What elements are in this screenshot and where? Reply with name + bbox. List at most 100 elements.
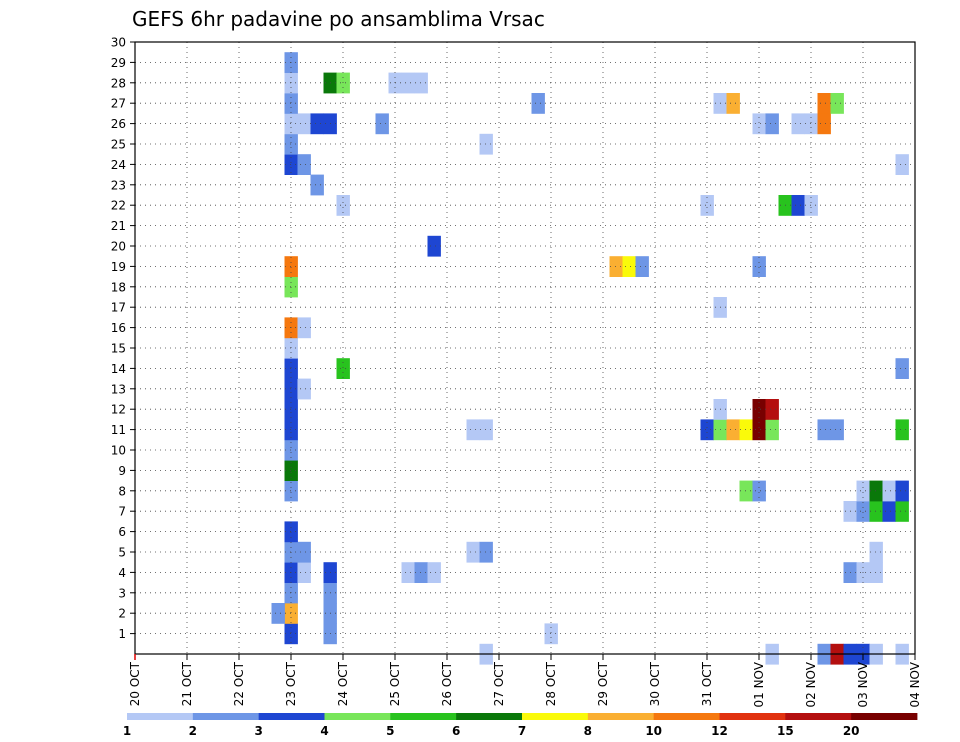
y-tick-label: 15	[111, 342, 126, 356]
data-cell	[401, 72, 415, 94]
data-cell	[804, 113, 818, 135]
data-cell	[297, 541, 311, 563]
data-cell	[791, 113, 805, 135]
y-tick-label: 24	[111, 158, 126, 172]
colorbar-label: 3	[254, 724, 262, 738]
x-tick-label: 31 OCT	[700, 661, 714, 706]
data-cell	[895, 358, 909, 379]
data-cell	[466, 419, 480, 441]
data-cell	[284, 419, 298, 441]
x-tick-label: 04 NOV	[908, 661, 922, 707]
y-tick-label: 10	[111, 444, 126, 458]
data-cell	[765, 113, 779, 135]
colorbar-label: 20	[843, 724, 860, 738]
data-cell	[284, 337, 298, 359]
y-tick-label: 22	[111, 199, 126, 213]
data-cell	[609, 256, 623, 277]
y-tick-label: 20	[111, 240, 126, 254]
data-cell	[622, 256, 636, 277]
x-tick-label: 01 NOV	[752, 661, 766, 707]
data-cell	[882, 480, 896, 502]
data-cell	[895, 501, 909, 522]
colorbar-label: 8	[584, 724, 592, 738]
y-tick-label: 11	[111, 423, 126, 437]
data-cell	[479, 133, 493, 155]
data-cell	[336, 358, 350, 379]
data-cell	[895, 154, 909, 175]
data-cell	[752, 480, 766, 502]
colorbar-label: 12	[711, 724, 728, 738]
x-axis: 20 OCT 21 OCT 22 OCT 23 OCT 24 OCT 25 OCT 26 O…	[128, 654, 922, 708]
data-cell	[284, 399, 298, 420]
data-cell	[791, 195, 805, 216]
data-cell	[752, 419, 766, 441]
data-cell	[297, 378, 311, 400]
y-tick-label: 27	[111, 97, 126, 111]
colorbar-swatch	[258, 713, 325, 720]
data-cell	[739, 480, 753, 502]
data-cell	[752, 256, 766, 277]
y-tick-label: 12	[111, 403, 126, 417]
data-cell	[752, 399, 766, 420]
data-cell	[284, 154, 298, 175]
data-cell	[830, 93, 844, 114]
colorbar-swatch	[587, 713, 655, 720]
x-tick-label: 02 NOV	[804, 661, 818, 707]
data-cell	[466, 541, 480, 563]
data-cell	[284, 603, 298, 624]
y-tick-label: 1	[118, 627, 126, 641]
y-tick-label: 9	[118, 464, 126, 478]
x-tick-label: 22 OCT	[232, 661, 246, 706]
data-cell	[271, 603, 285, 624]
data-cell	[284, 623, 298, 645]
x-tick-label: 25 OCT	[388, 661, 402, 706]
data-cell	[752, 113, 766, 135]
y-tick-label: 28	[111, 76, 126, 90]
y-tick-label: 6	[118, 525, 126, 539]
colorbar-swatch	[785, 713, 852, 720]
data-cell	[284, 256, 298, 277]
colorbar-swatch	[456, 713, 523, 720]
data-cell	[336, 195, 350, 216]
y-tick-label: 25	[111, 138, 126, 152]
y-tick-label: 21	[111, 219, 126, 233]
x-tick-label: 27 OCT	[492, 661, 506, 706]
data-cell	[856, 480, 870, 502]
data-cell	[297, 562, 311, 583]
grid-lines	[135, 42, 915, 654]
data-cell	[700, 419, 714, 441]
colorbar-swatch	[522, 713, 589, 720]
colorbar-swatch	[851, 713, 918, 720]
x-tick-label: 28 OCT	[544, 661, 558, 706]
y-tick-label: 8	[118, 484, 126, 498]
data-cell	[479, 541, 493, 563]
data-cell	[882, 501, 896, 522]
data-cell	[310, 174, 324, 196]
data-cell	[284, 93, 298, 114]
colorbar-label: 10	[645, 724, 662, 738]
data-cell	[297, 154, 311, 175]
y-tick-label: 26	[111, 117, 126, 131]
y-tick-label: 18	[111, 280, 126, 294]
data-cell	[765, 399, 779, 420]
data-cell	[635, 256, 649, 277]
data-cell	[895, 419, 909, 441]
data-cell	[817, 419, 831, 441]
y-tick-label: 3	[118, 586, 126, 600]
colorbar-label: 15	[777, 724, 794, 738]
data-cell	[765, 419, 779, 441]
colorbar: 1 2 3 4 5 6 7 8 10 12 15 20	[123, 713, 918, 738]
y-axis: 1234567891011121314151617181920212223242…	[111, 36, 135, 641]
data-cell	[284, 460, 298, 481]
y-tick-label: 30	[111, 36, 126, 50]
y-tick-label: 5	[118, 546, 126, 560]
x-tick-label: 26 OCT	[440, 661, 454, 706]
colorbar-label: 6	[452, 724, 460, 738]
colorbar-swatch	[390, 713, 457, 720]
x-tick-label: 23 OCT	[284, 661, 298, 706]
data-cell	[427, 235, 441, 257]
data-cell	[414, 72, 428, 94]
data-cell	[375, 113, 389, 135]
data-cell	[856, 501, 870, 522]
y-tick-label: 23	[111, 178, 126, 192]
